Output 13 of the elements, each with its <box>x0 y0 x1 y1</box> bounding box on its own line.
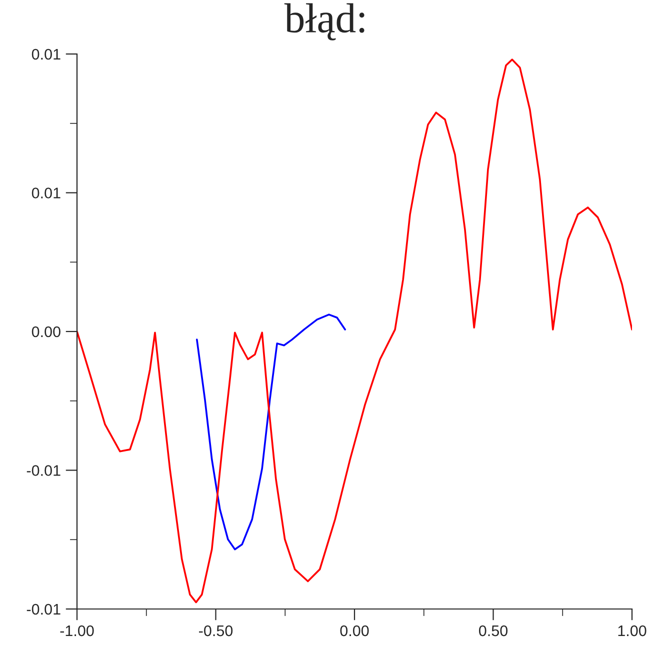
x-tick-label: 0.00 <box>340 625 369 636</box>
y-tick-label: 0.01 <box>32 48 60 60</box>
line-series <box>196 314 346 550</box>
x-tick-label: 0.50 <box>478 625 508 636</box>
x-tick-label: -1.00 <box>60 625 94 636</box>
x-tick-label: 1.00 <box>618 625 646 636</box>
chart-title: błąd: <box>284 3 364 40</box>
y-tick-label: -0.01 <box>26 604 60 615</box>
y-tick-label: -0.01 <box>26 465 60 476</box>
y-tick-label: 0.01 <box>32 188 60 198</box>
x-tick-label: -0.50 <box>199 625 233 636</box>
line-series <box>77 58 632 604</box>
y-tick-label: 0.00 <box>32 326 60 338</box>
